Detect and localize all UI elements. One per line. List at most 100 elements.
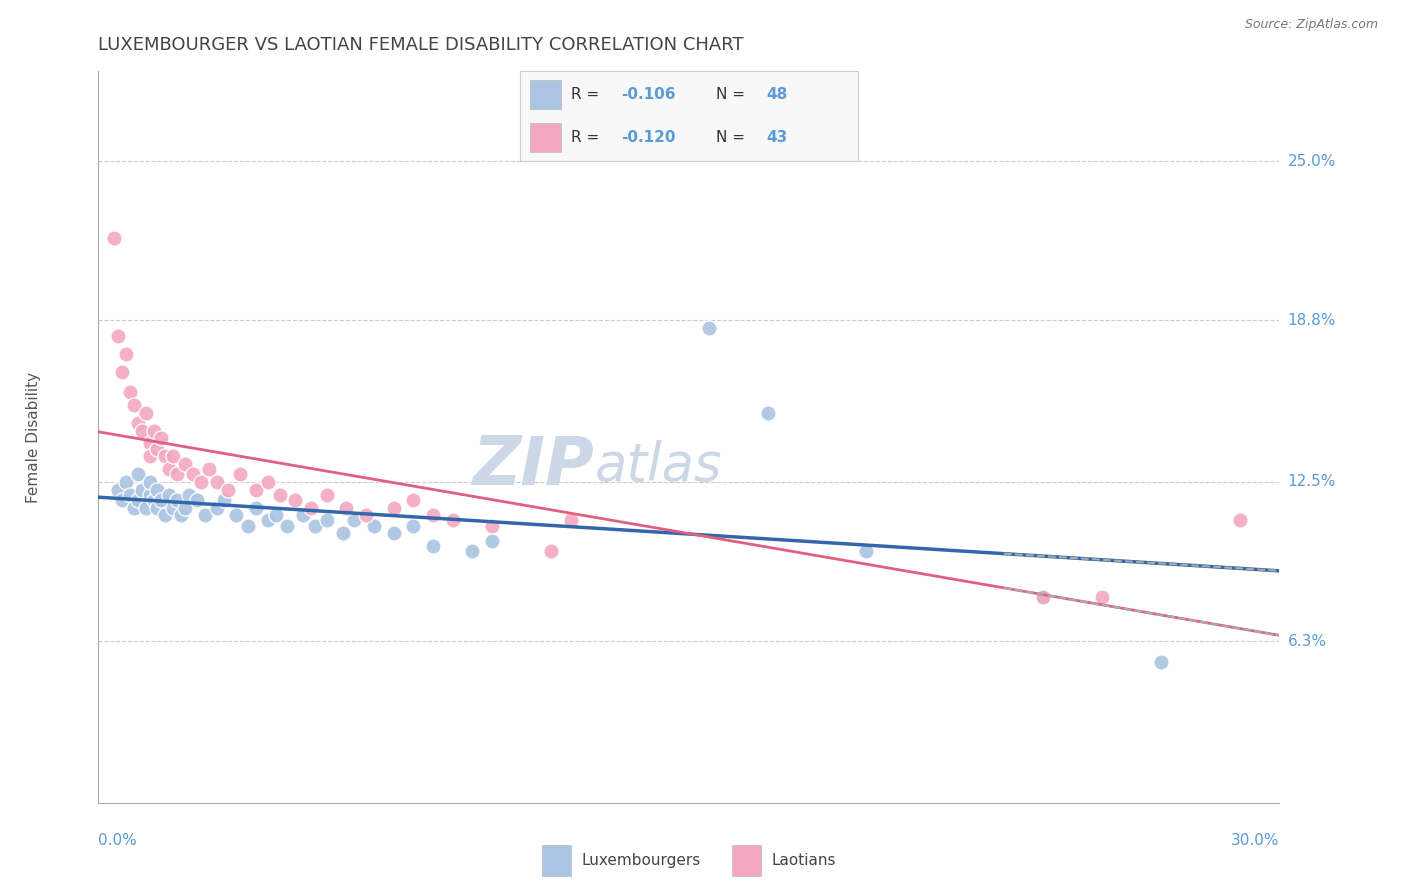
Point bbox=[135, 500, 157, 515]
Point bbox=[245, 483, 267, 497]
Point bbox=[166, 492, 188, 507]
Point bbox=[107, 483, 129, 497]
FancyBboxPatch shape bbox=[530, 123, 561, 152]
Text: Female Disability: Female Disability bbox=[25, 371, 41, 503]
Point bbox=[382, 526, 405, 541]
Point bbox=[461, 544, 484, 558]
Point bbox=[115, 346, 138, 360]
Point bbox=[150, 431, 173, 445]
Text: R =: R = bbox=[571, 130, 605, 145]
Point bbox=[256, 514, 278, 528]
Point bbox=[166, 467, 188, 482]
Point bbox=[245, 500, 267, 515]
Point bbox=[481, 534, 503, 549]
Point bbox=[122, 500, 145, 515]
Text: Source: ZipAtlas.com: Source: ZipAtlas.com bbox=[1244, 18, 1378, 31]
Point bbox=[481, 518, 503, 533]
Point bbox=[127, 416, 149, 430]
Point bbox=[131, 424, 153, 438]
Point bbox=[157, 462, 180, 476]
Text: 48: 48 bbox=[766, 87, 787, 102]
Point bbox=[304, 518, 326, 533]
Point bbox=[138, 450, 160, 464]
Point bbox=[756, 406, 779, 420]
Point bbox=[382, 500, 405, 515]
Point bbox=[162, 450, 184, 464]
FancyBboxPatch shape bbox=[530, 80, 561, 109]
Point bbox=[135, 406, 157, 420]
Point bbox=[205, 475, 228, 489]
Text: -0.106: -0.106 bbox=[621, 87, 676, 102]
Point bbox=[402, 492, 425, 507]
Text: Laotians: Laotians bbox=[772, 854, 837, 868]
Text: ZIP: ZIP bbox=[472, 434, 595, 500]
Text: 0.0%: 0.0% bbox=[98, 833, 138, 848]
Point bbox=[111, 365, 134, 379]
Point bbox=[1229, 514, 1251, 528]
Point bbox=[1032, 591, 1054, 605]
Point bbox=[115, 475, 138, 489]
Point bbox=[194, 508, 217, 523]
Text: Luxembourgers: Luxembourgers bbox=[582, 854, 702, 868]
Text: atlas: atlas bbox=[595, 441, 721, 492]
Point bbox=[138, 436, 160, 450]
Point bbox=[177, 488, 200, 502]
Point bbox=[174, 457, 197, 471]
Point bbox=[103, 231, 125, 245]
Point bbox=[1150, 655, 1173, 669]
Point bbox=[131, 483, 153, 497]
Point bbox=[422, 539, 444, 553]
Point bbox=[315, 514, 337, 528]
Text: 18.8%: 18.8% bbox=[1288, 313, 1336, 327]
Point bbox=[236, 518, 259, 533]
Point bbox=[127, 467, 149, 482]
Point bbox=[335, 500, 357, 515]
Point bbox=[363, 518, 385, 533]
Point bbox=[214, 492, 236, 507]
Point bbox=[422, 508, 444, 523]
Point bbox=[146, 483, 169, 497]
Point bbox=[155, 450, 177, 464]
Point bbox=[111, 492, 134, 507]
Point bbox=[170, 508, 193, 523]
Point bbox=[1091, 591, 1114, 605]
Point bbox=[150, 492, 173, 507]
Point bbox=[146, 500, 169, 515]
FancyBboxPatch shape bbox=[541, 846, 571, 876]
Point bbox=[354, 508, 377, 523]
Point bbox=[157, 488, 180, 502]
Point bbox=[269, 488, 291, 502]
Text: 30.0%: 30.0% bbox=[1232, 833, 1279, 848]
Text: N =: N = bbox=[716, 87, 749, 102]
Point bbox=[441, 514, 464, 528]
Point bbox=[256, 475, 278, 489]
Point bbox=[343, 514, 366, 528]
Point bbox=[142, 492, 165, 507]
Text: -0.120: -0.120 bbox=[621, 130, 676, 145]
Point bbox=[1032, 591, 1054, 605]
Point bbox=[299, 500, 322, 515]
Text: 12.5%: 12.5% bbox=[1288, 475, 1336, 490]
Point bbox=[181, 467, 204, 482]
Point bbox=[292, 508, 315, 523]
Point bbox=[855, 544, 877, 558]
Text: 43: 43 bbox=[766, 130, 787, 145]
Point bbox=[138, 488, 160, 502]
Point bbox=[155, 508, 177, 523]
Point bbox=[697, 321, 720, 335]
Point bbox=[332, 526, 354, 541]
Point bbox=[540, 544, 562, 558]
Point bbox=[315, 488, 337, 502]
Point bbox=[560, 514, 582, 528]
Point bbox=[127, 492, 149, 507]
Point bbox=[276, 518, 298, 533]
Point bbox=[118, 488, 141, 502]
Point bbox=[118, 385, 141, 400]
Point bbox=[122, 398, 145, 412]
Point bbox=[217, 483, 239, 497]
FancyBboxPatch shape bbox=[731, 846, 761, 876]
Point bbox=[162, 500, 184, 515]
Point bbox=[190, 475, 212, 489]
Text: LUXEMBOURGER VS LAOTIAN FEMALE DISABILITY CORRELATION CHART: LUXEMBOURGER VS LAOTIAN FEMALE DISABILIT… bbox=[98, 36, 744, 54]
Point bbox=[142, 424, 165, 438]
